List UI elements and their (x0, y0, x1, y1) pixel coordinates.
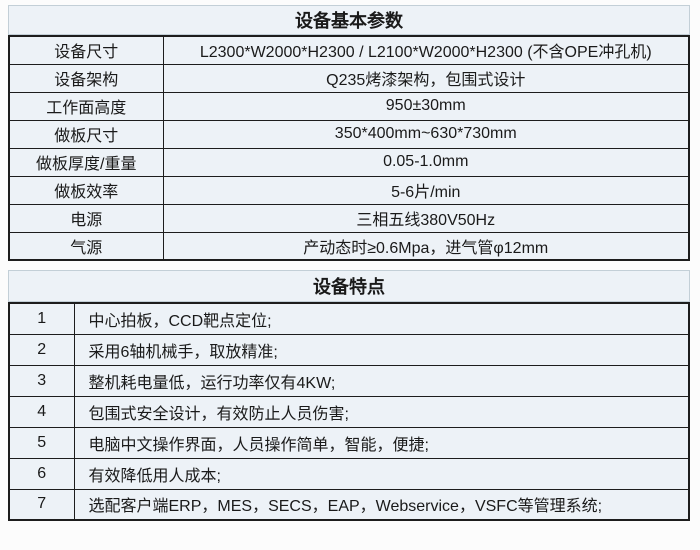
param-value-cell: L2300*W2000*H2300 / L2100*W2000*H2300 (不… (162, 35, 690, 65)
feature-row: 4 包围式安全设计，有效防止人员伤害; (8, 395, 690, 428)
feature-number-cell: 6 (8, 457, 75, 490)
param-row: 设备尺寸 L2300*W2000*H2300 / L2100*W2000*H23… (8, 35, 690, 65)
feature-row: 3 整机耗电量低，运行功率仅有4KW; (8, 364, 690, 397)
feature-text-cell: 有效降低用人成本; (73, 457, 690, 490)
feature-text-cell: 电脑中文操作界面，人员操作简单，智能，便捷; (73, 426, 690, 459)
param-row: 设备架构 Q235烤漆架构，包围式设计 (8, 63, 690, 93)
feature-text-cell: 中心拍板，CCD靶点定位; (73, 302, 690, 335)
param-row: 做板效率 5-6片/min (8, 175, 690, 205)
feature-text-cell: 包围式安全设计，有效防止人员伤害; (73, 395, 690, 428)
param-value-cell: 5-6片/min (162, 175, 690, 205)
param-row: 工作面高度 950±30mm (8, 91, 690, 121)
param-label-cell: 做板厚度/重量 (8, 147, 164, 177)
feature-text-cell: 采用6轴机械手，取放精准; (73, 333, 690, 366)
param-label-cell: 做板尺寸 (8, 119, 164, 149)
param-value-cell: Q235烤漆架构，包围式设计 (162, 63, 690, 93)
params-table-title: 设备基本参数 (8, 5, 690, 35)
param-row: 气源 产动态时≥0.6Mpa，进气管φ12mm (8, 231, 690, 261)
param-row: 做板尺寸 350*400mm~630*730mm (8, 119, 690, 149)
feature-row: 5 电脑中文操作界面，人员操作简单，智能，便捷; (8, 426, 690, 459)
features-table: 1 中心拍板，CCD靶点定位; 2 采用6轴机械手，取放精准; 3 整机耗电量低… (8, 302, 690, 521)
feature-number-cell: 3 (8, 364, 75, 397)
param-value-cell: 产动态时≥0.6Mpa，进气管φ12mm (162, 231, 690, 261)
param-value-cell: 三相五线380V50Hz (162, 203, 690, 233)
features-table-title: 设备特点 (8, 270, 690, 302)
feature-number-cell: 7 (8, 488, 75, 521)
features-sheet: 设备特点 1 中心拍板，CCD靶点定位; 2 采用6轴机械手，取放精准; 3 整… (8, 270, 690, 521)
param-label-cell: 设备尺寸 (8, 35, 164, 65)
param-value-cell: 350*400mm~630*730mm (162, 119, 690, 149)
param-row: 做板厚度/重量 0.05-1.0mm (8, 147, 690, 177)
feature-number-cell: 5 (8, 426, 75, 459)
feature-row: 1 中心拍板，CCD靶点定位; (8, 302, 690, 335)
param-value-cell: 0.05-1.0mm (162, 147, 690, 177)
feature-row: 6 有效降低用人成本; (8, 457, 690, 490)
feature-number-cell: 4 (8, 395, 75, 428)
feature-text-cell: 选配客户端ERP，MES，SECS，EAP，Webservice，VSFC等管理… (73, 488, 690, 521)
feature-row: 2 采用6轴机械手，取放精准; (8, 333, 690, 366)
param-value-cell: 950±30mm (162, 91, 690, 121)
param-row: 电源 三相五线380V50Hz (8, 203, 690, 233)
param-label-cell: 电源 (8, 203, 164, 233)
params-sheet: 设备基本参数 设备尺寸 L2300*W2000*H2300 / L2100*W2… (8, 5, 690, 261)
param-label-cell: 做板效率 (8, 175, 164, 205)
param-label-cell: 气源 (8, 231, 164, 261)
param-label-cell: 设备架构 (8, 63, 164, 93)
feature-text-cell: 整机耗电量低，运行功率仅有4KW; (73, 364, 690, 397)
feature-row: 7 选配客户端ERP，MES，SECS，EAP，Webservice，VSFC等… (8, 488, 690, 521)
feature-number-cell: 2 (8, 333, 75, 366)
params-table: 设备尺寸 L2300*W2000*H2300 / L2100*W2000*H23… (8, 35, 690, 261)
param-label-cell: 工作面高度 (8, 91, 164, 121)
feature-number-cell: 1 (8, 302, 75, 335)
